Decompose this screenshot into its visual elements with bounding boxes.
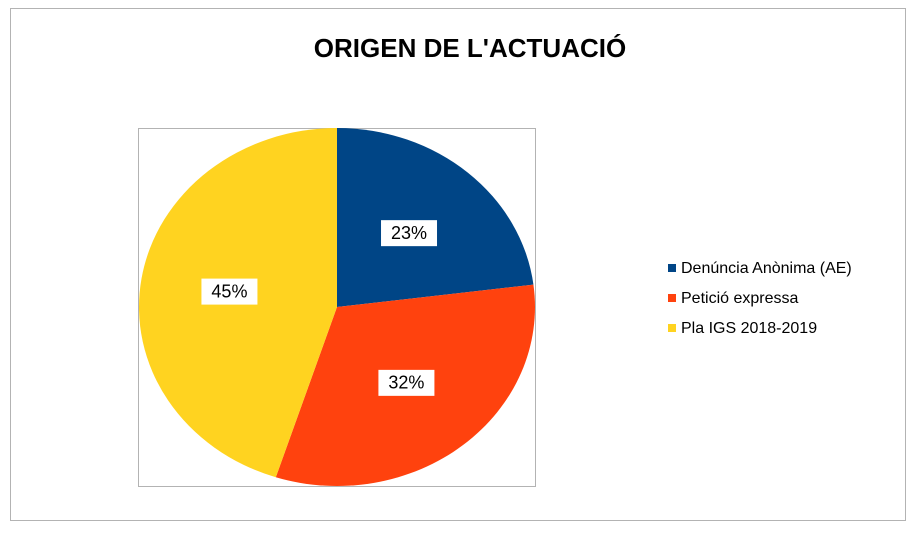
legend-swatch xyxy=(668,294,676,302)
legend-swatch xyxy=(668,324,676,332)
data-label-box xyxy=(201,278,258,305)
legend-swatch xyxy=(668,264,676,272)
data-label: 32% xyxy=(388,373,424,393)
legend-label: Denúncia Anònima (AE) xyxy=(681,260,852,277)
legend-label: Petició expressa xyxy=(681,290,798,307)
legend-label: Pla IGS 2018-2019 xyxy=(681,320,817,337)
data-label-box xyxy=(378,369,435,396)
data-label: 45% xyxy=(211,281,247,301)
data-label: 23% xyxy=(391,223,427,243)
data-label-box xyxy=(381,220,438,247)
pie-slice xyxy=(337,128,534,307)
chart-title: ORIGEN DE L'ACTUACIÓ xyxy=(314,33,626,63)
